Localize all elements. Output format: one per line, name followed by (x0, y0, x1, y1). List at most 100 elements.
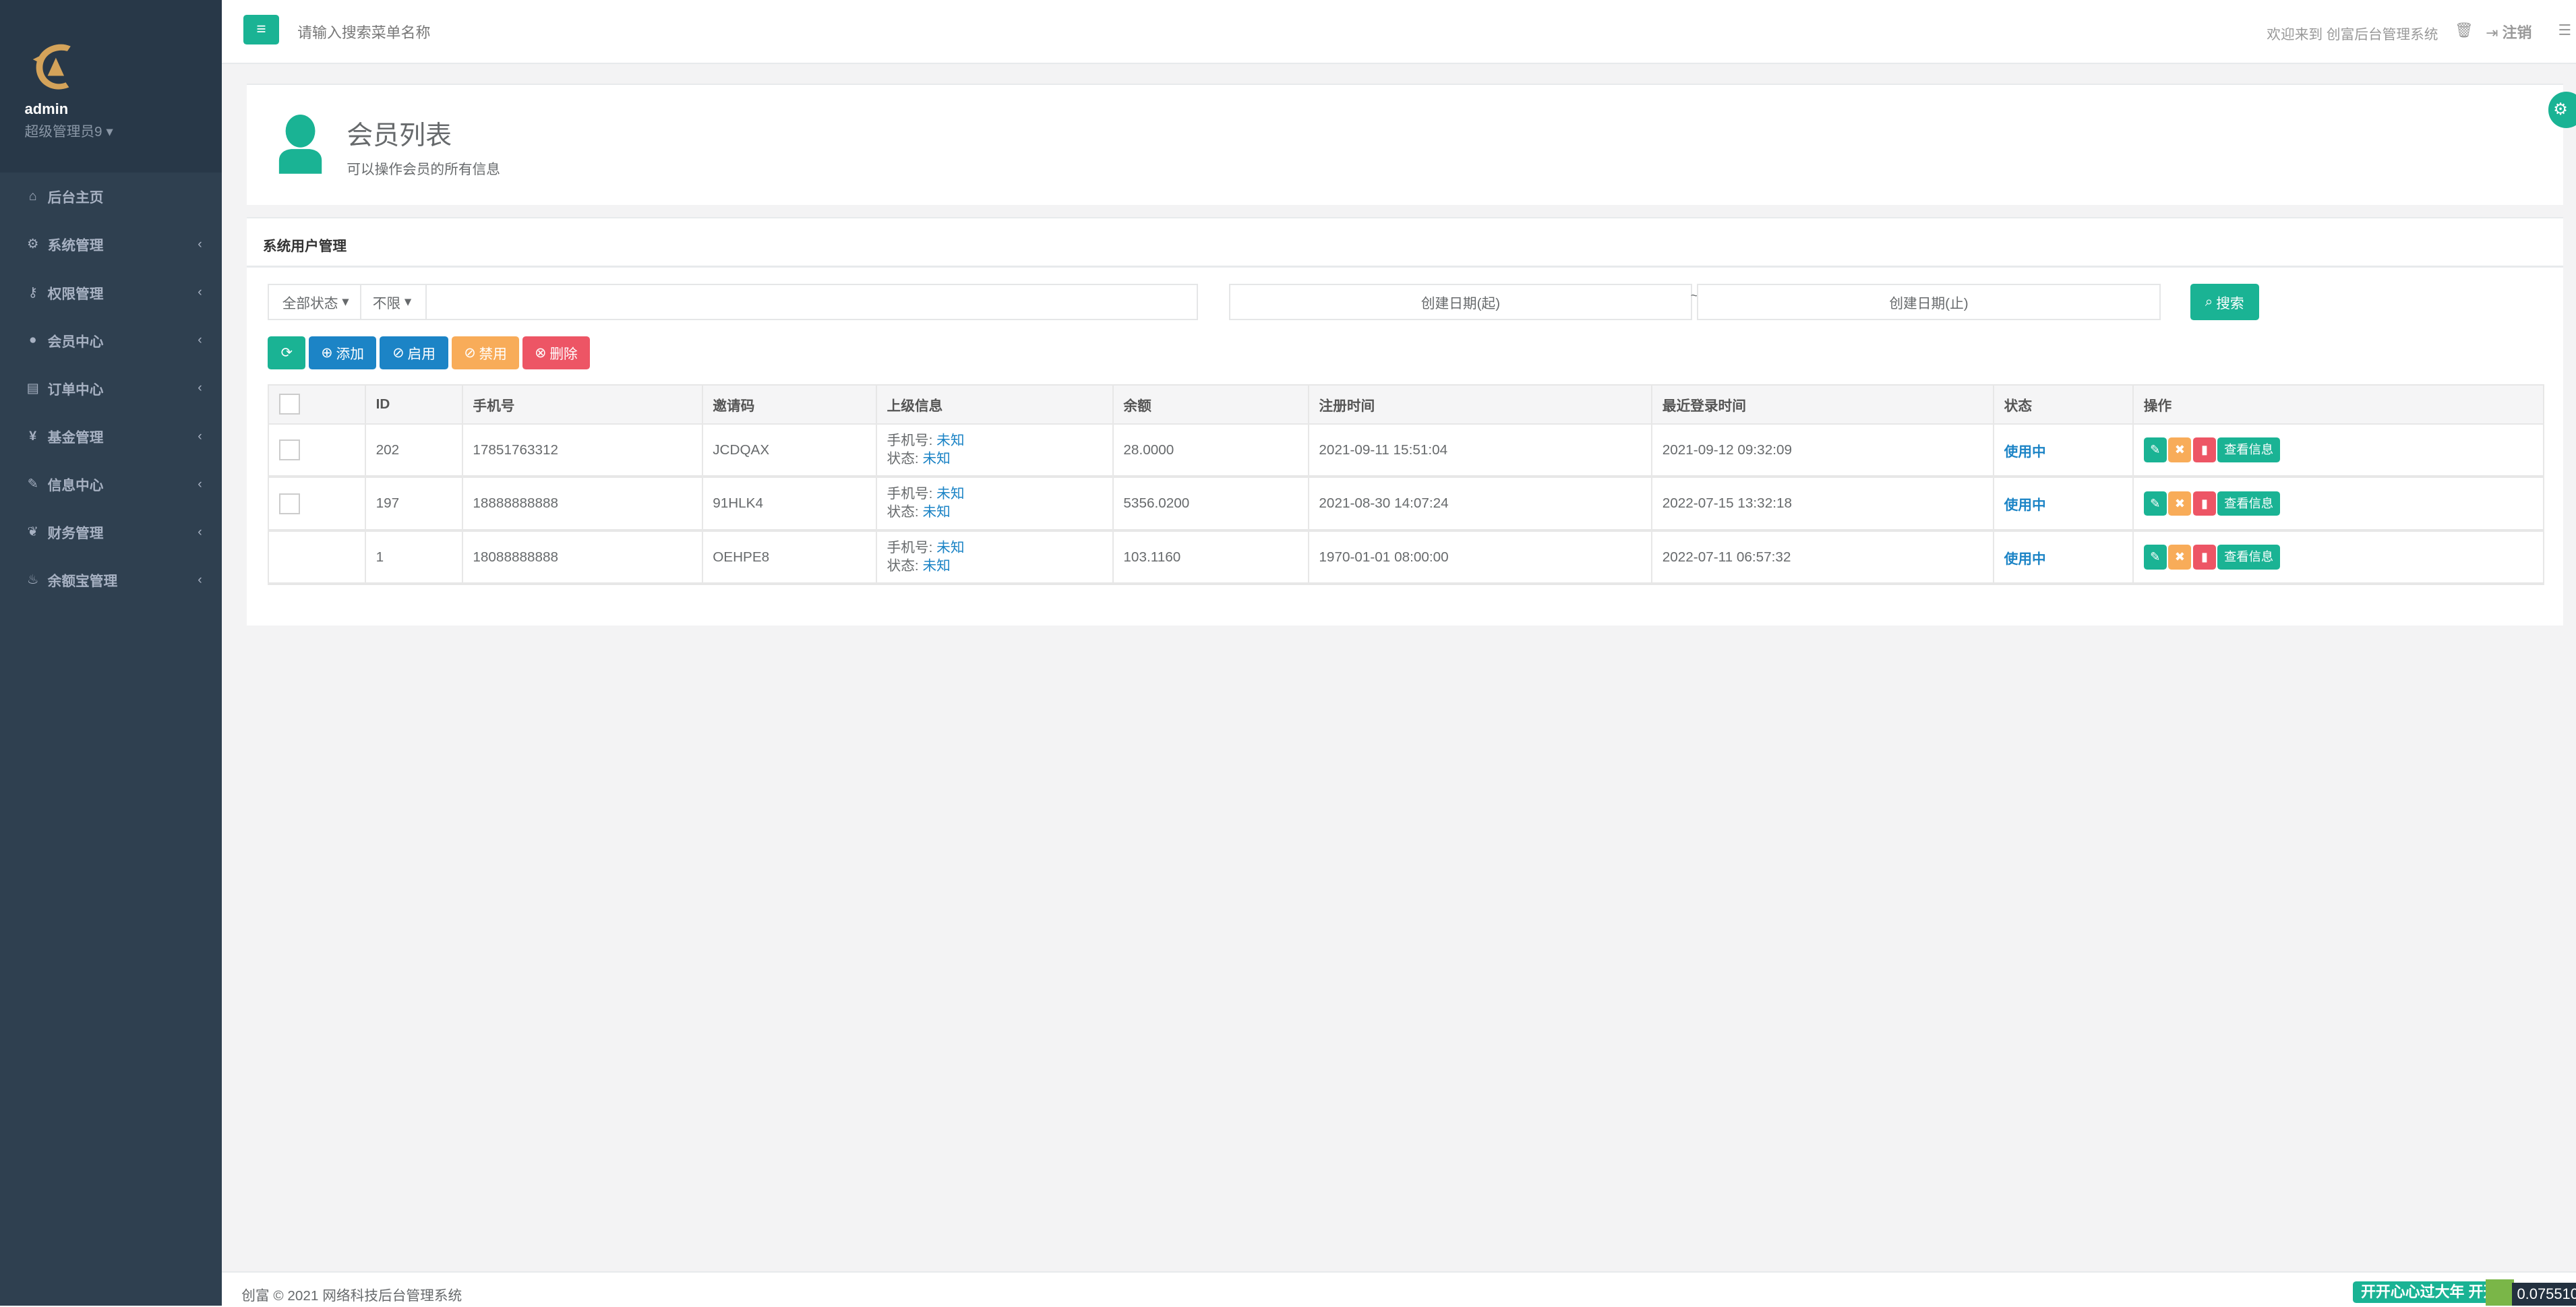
parent-status-link[interactable]: 未知 (922, 450, 951, 466)
panel-title: 系统用户管理 (262, 239, 347, 255)
column-header-phone[interactable]: 手机号 (461, 384, 703, 425)
yen-icon: ¥ (29, 428, 37, 444)
column-header-id[interactable]: ID (365, 384, 463, 425)
page-header-card: 会员列表 可以操作会员的所有信息 (246, 84, 2563, 206)
keyword-input[interactable] (427, 285, 1196, 319)
wrench-icon: ✎ (27, 477, 38, 492)
select-all-checkbox[interactable] (278, 394, 300, 415)
trash-icon[interactable]: 🗑 (2454, 21, 2474, 38)
sidebar-item-6[interactable]: ✎ 信息中心 ‹ (0, 460, 222, 508)
disable-row-button[interactable]: ✖ (2168, 437, 2192, 462)
chevron-left-icon: ‹ (198, 524, 202, 539)
column-header-parent-info[interactable]: 上级信息 (875, 384, 1114, 425)
delete-row-button[interactable]: ▮ (2192, 545, 2216, 570)
sidebar-item-4[interactable]: ▤ 订单中心 ‹ (0, 365, 222, 413)
menu-toggle-button[interactable]: ≡ (243, 14, 280, 44)
cell-actions: ✎ ✖ ▮ 查看信息 (2132, 529, 2545, 586)
search-button[interactable]: ⌕ 搜索 (2190, 284, 2259, 320)
refresh-button[interactable]: ⟳ (268, 336, 306, 369)
edit-button[interactable]: ✎ (2143, 491, 2167, 516)
sidebar-item-3[interactable]: ● 会员中心 ‹ (0, 316, 222, 364)
table-row: 202 17851763312 JCDQAX 手机号: 未知 状态: 未知 28.… (268, 423, 2545, 479)
column-header-invite-code[interactable]: 邀请码 (701, 384, 877, 425)
parent-phone-link[interactable]: 未知 (936, 432, 965, 448)
sidebar-item-0[interactable]: ⌂ 后台主页 (0, 173, 222, 220)
user-management-panel: 系统用户管理 全部状态 ▾ 不限 ▾ 创建日期(起) ~ 创建日期(止) ⌕ 搜索… (246, 216, 2563, 626)
delete-row-button[interactable]: ▮ (2192, 491, 2216, 516)
profile-username: admin (24, 100, 69, 117)
limit-filter-dropdown[interactable]: 不限 ▾ (361, 285, 427, 319)
gears-icon: ⚙ (26, 237, 39, 252)
view-info-button[interactable]: 查看信息 (2217, 437, 2280, 462)
disable-row-button[interactable]: ✖ (2168, 491, 2192, 516)
status-badge[interactable]: 使用中 (2004, 444, 2046, 460)
cell-id: 197 (365, 476, 463, 532)
sidebar-item-2[interactable]: ⚷ 权限管理 ‹ (0, 268, 222, 316)
parent-phone-link[interactable]: 未知 (936, 486, 965, 502)
counter-readout: 0.075510 (2512, 1283, 2576, 1306)
cell-phone: 18088888888 (461, 529, 703, 586)
parent-phone-link[interactable]: 未知 (936, 539, 965, 555)
edit-button[interactable]: ✎ (2143, 545, 2167, 570)
add-label: 添加 (336, 346, 364, 363)
keyboard-icon: ▤ (26, 380, 39, 396)
status-badge[interactable]: 使用中 (2004, 497, 2046, 514)
logout-link[interactable]: ⇥ 注销 (2486, 22, 2532, 42)
search-icon: ⌕ (2205, 293, 2213, 309)
view-info-button[interactable]: 查看信息 (2217, 491, 2280, 516)
edit-button[interactable]: ✎ (2143, 437, 2167, 462)
sign-out-icon: ⇥ (2486, 24, 2498, 41)
right-sidebar-toggle-icon[interactable]: ☰ (2558, 21, 2572, 38)
date-end-input[interactable]: 创建日期(止) (1697, 284, 2161, 320)
profile-role-dropdown[interactable]: 超级管理员9 ▾ (25, 120, 113, 140)
table-row: 197 18888888888 91HLK4 手机号: 未知 状态: 未知 535… (268, 476, 2545, 532)
trash-icon: ▮ (2200, 549, 2208, 564)
parent-status-link[interactable]: 未知 (922, 504, 951, 520)
disable-row-button[interactable]: ✖ (2168, 545, 2192, 570)
delete-row-button[interactable]: ▮ (2192, 437, 2216, 462)
cell-balance: 103.1160 (1112, 529, 1309, 586)
row-checkbox[interactable] (278, 493, 300, 514)
check-circle-icon: ⊘ (392, 344, 405, 361)
menu-search-input[interactable]: 请输入搜索菜单名称 (297, 24, 431, 41)
column-header-register-time[interactable]: 注册时间 (1307, 384, 1653, 425)
date-start-input[interactable]: 创建日期(起) (1228, 284, 1693, 320)
delete-button[interactable]: ⊗ 删除 (522, 336, 590, 369)
add-button[interactable]: ⊕ 添加 (309, 336, 377, 369)
page-subtitle: 可以操作会员的所有信息 (347, 161, 500, 177)
cell-last-login: 2022-07-11 06:57:32 (1651, 529, 1995, 586)
view-info-button[interactable]: 查看信息 (2217, 545, 2280, 570)
close-icon: ✖ (2174, 495, 2186, 510)
cell-register-time: 1970-01-01 08:00:00 (1307, 529, 1653, 586)
sidebar-item-label: 权限管理 (47, 286, 104, 302)
parent-status-link[interactable]: 未知 (922, 557, 951, 574)
profile-panel: admin 超级管理员9 ▾ (0, 0, 222, 173)
chevron-left-icon: ‹ (198, 332, 202, 348)
column-header-actions: 操作 (2132, 384, 2545, 425)
enable-button[interactable]: ⊘ 启用 (379, 336, 449, 369)
sidebar-item-label: 财务管理 (47, 526, 104, 542)
row-checkbox[interactable] (278, 439, 300, 461)
sidebar-item-7[interactable]: ❦ 财务管理 ‹ (0, 508, 222, 556)
sidebar-item-8[interactable]: ♨ 余额宝管理 ‹ (0, 556, 222, 604)
parent-status-label: 状态: (887, 450, 919, 466)
pencil-icon: ✎ (2150, 549, 2161, 564)
sidebar-item-1[interactable]: ⚙ 系统管理 ‹ (0, 220, 222, 268)
pencil-icon: ✎ (2150, 442, 2161, 457)
cell-status: 使用中 (1993, 529, 2134, 586)
disable-button[interactable]: ⊘ 禁用 (452, 336, 520, 369)
column-header-status[interactable]: 状态 (1993, 384, 2134, 425)
search-label: 搜索 (2216, 295, 2244, 311)
sidebar: admin 超级管理员9 ▾ ⌂ 后台主页 ⚙ 系统管理 ‹ ⚷ 权限管理 ‹ ● 会员中心 ‹ ▤ 订… (0, 0, 222, 1306)
column-header-last-login[interactable]: 最近登录时间 (1651, 384, 1995, 425)
chevron-left-icon: ‹ (198, 236, 202, 251)
close-icon: ✖ (2174, 549, 2186, 564)
sidebar-item-5[interactable]: ¥ 基金管理 ‹ (0, 413, 222, 460)
status-badge[interactable]: 使用中 (2004, 551, 2046, 567)
logout-label: 注销 (2502, 24, 2532, 41)
chevron-left-icon: ‹ (198, 428, 202, 444)
column-header-balance[interactable]: 余额 (1112, 384, 1309, 425)
status-filter-dropdown[interactable]: 全部状态 ▾ (269, 285, 361, 319)
cell-actions: ✎ ✖ ▮ 查看信息 (2132, 423, 2545, 479)
theme-settings-button[interactable]: ⚙ (2548, 92, 2576, 129)
